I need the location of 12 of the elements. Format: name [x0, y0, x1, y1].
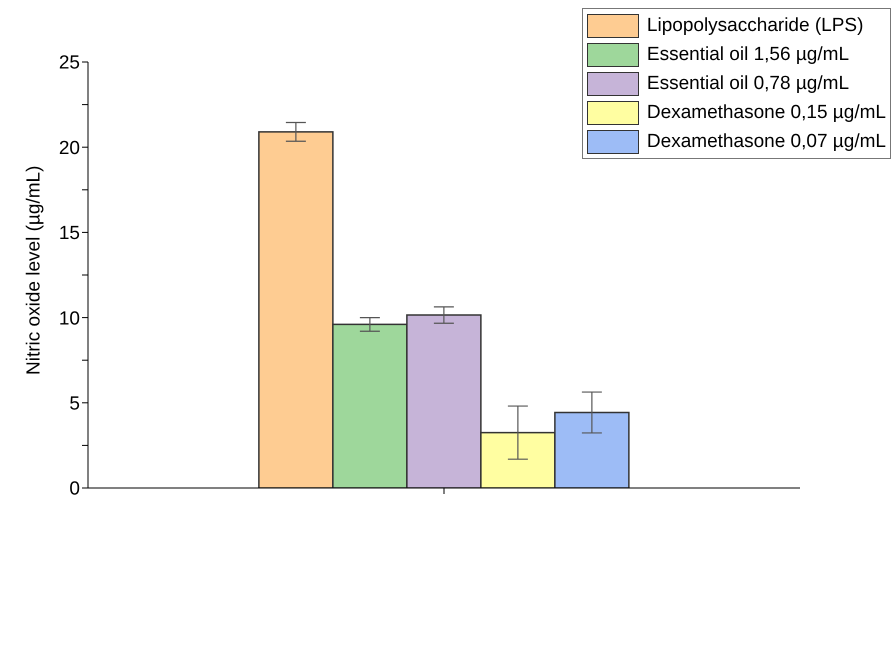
y-tick-label: 5 — [69, 394, 80, 415]
y-tick-label: 20 — [58, 138, 80, 159]
y-tick-label: 10 — [58, 308, 80, 330]
legend-label: Dexamethasone 0,07 µg/mL — [646, 130, 886, 152]
y-axis-title: Nitric oxide level (µg/mL) — [24, 166, 45, 375]
y-tick-label: 25 — [58, 52, 80, 74]
y-tick-label: 0 — [69, 478, 80, 500]
legend-label: Lipopolysaccharide (LPS) — [646, 14, 864, 36]
y-tick-label: 15 — [58, 223, 80, 244]
legend-label: Essential oil 0,78 µg/mL — [646, 72, 850, 94]
legend-label: Essential oil 1,56 µg/mL — [646, 44, 850, 66]
legend-label: Dexamethasone 0,15 µg/mL — [646, 102, 886, 124]
